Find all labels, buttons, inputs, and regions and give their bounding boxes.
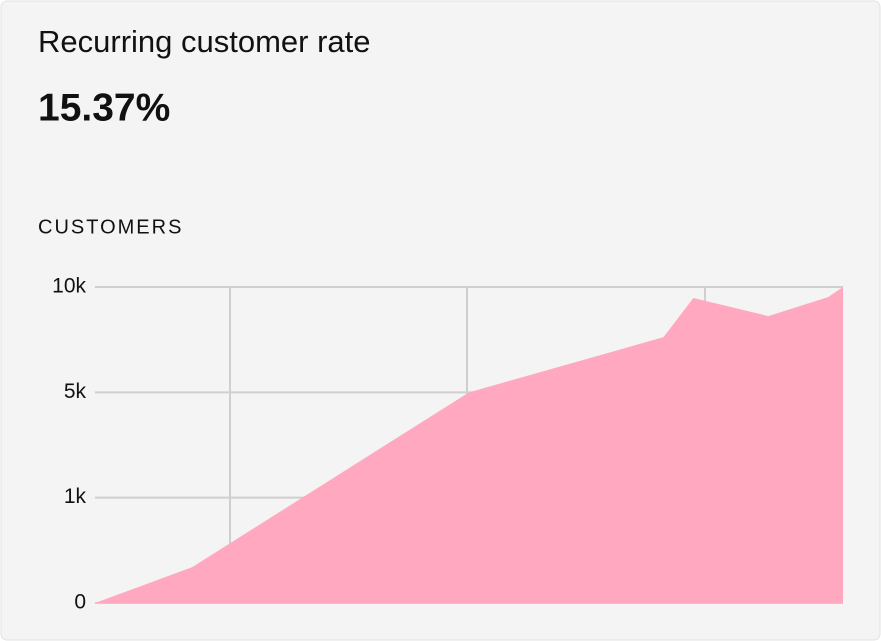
area xyxy=(95,287,843,603)
y-tick-label: 10k xyxy=(52,275,86,298)
metric-value: 15.37% xyxy=(38,86,170,129)
card-title: Recurring customer rate xyxy=(38,24,371,59)
y-tick-label: 1k xyxy=(64,485,87,508)
y-tick-label: 5k xyxy=(64,380,87,403)
axis-title: CUSTOMERS xyxy=(38,216,183,238)
y-tick-label: 0 xyxy=(74,591,86,614)
